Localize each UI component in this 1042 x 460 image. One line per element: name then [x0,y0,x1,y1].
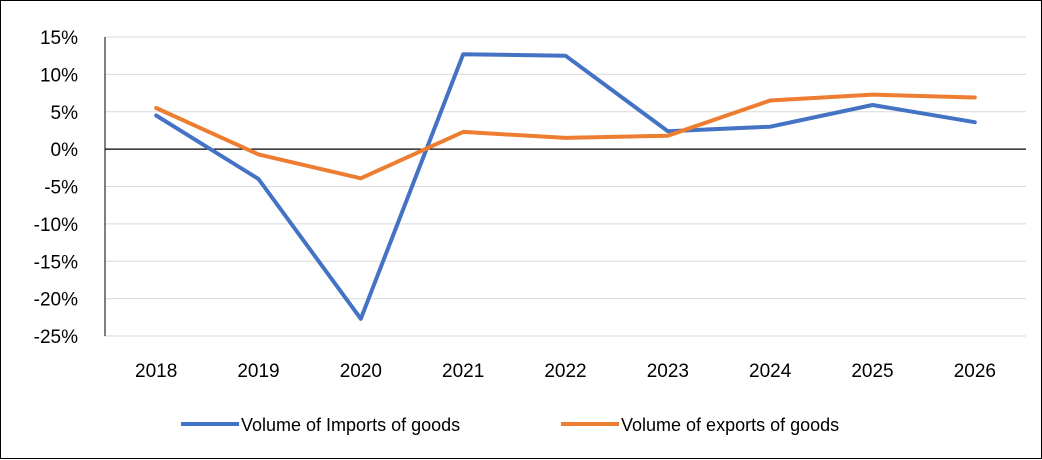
series-line-2 [156,95,975,179]
y-tick-label: 10% [40,65,78,86]
y-tick-label: 5% [51,103,79,124]
x-tick-label: 2018 [135,361,177,382]
legend-label-1: Volume of Imports of goods [241,415,460,435]
y-tick-label: -5% [44,178,78,199]
x-tick-labels: 2018 2019 2020 2021 2022 2023 2024 2025 2026 [135,361,996,382]
y-tick-label: -25% [34,327,78,348]
legend: Volume of Imports of goods Volume of expo… [181,415,839,435]
y-tick-label: -15% [34,252,78,273]
x-tick-label: 2021 [442,361,484,382]
y-tick-labels: 15% 10% 5% 0% -5% -10% -15% -20% -25% [34,28,78,348]
x-tick-label: 2025 [851,361,893,382]
y-tick-label: 15% [40,28,78,49]
y-tick-label: -20% [34,290,78,311]
y-tick-label: -10% [34,215,78,236]
x-tick-label: 2019 [237,361,279,382]
y-tick-label: 0% [51,140,79,161]
x-tick-label: 2023 [647,361,689,382]
x-tick-label: 2020 [340,361,382,382]
x-tick-label: 2022 [544,361,586,382]
gridlines [105,37,1026,336]
legend-label-2: Volume of exports of goods [621,415,839,435]
x-tick-label: 2026 [954,361,996,382]
x-tick-label: 2024 [749,361,792,382]
